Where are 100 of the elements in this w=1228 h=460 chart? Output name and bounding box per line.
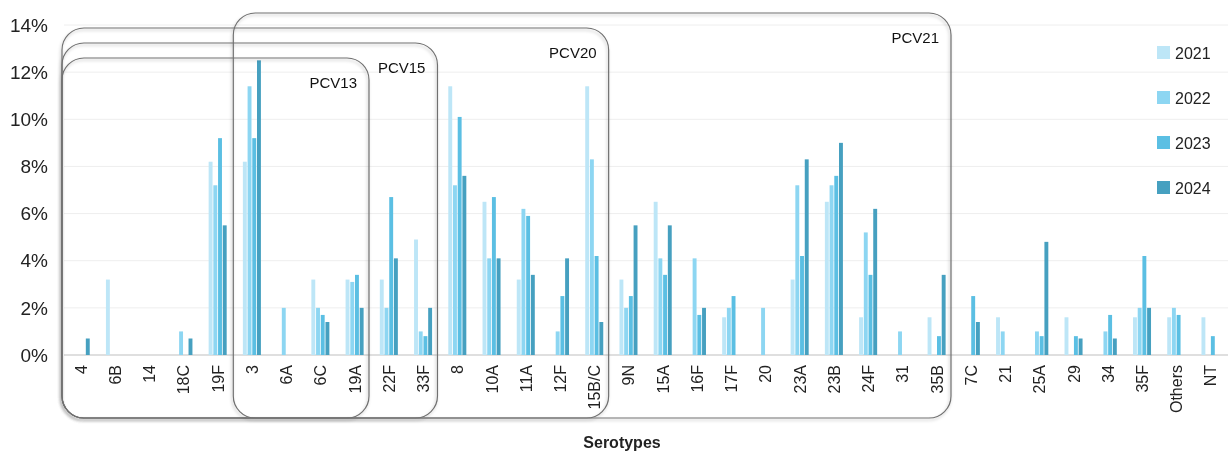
bar bbox=[873, 208, 878, 355]
bar bbox=[971, 296, 976, 355]
bar bbox=[667, 225, 672, 355]
bar bbox=[179, 331, 184, 355]
bar bbox=[702, 307, 706, 355]
bar bbox=[941, 274, 946, 355]
bar bbox=[462, 175, 467, 355]
bar bbox=[355, 274, 359, 355]
x-tick-label: Others bbox=[1168, 365, 1186, 414]
x-tick-label: 15B/C bbox=[586, 365, 604, 410]
bar bbox=[208, 161, 213, 355]
x-tick-label: 34 bbox=[1099, 364, 1117, 383]
bar bbox=[1167, 317, 1172, 355]
bar bbox=[379, 279, 384, 355]
bar bbox=[242, 161, 247, 355]
annotation: PCV20 bbox=[549, 44, 597, 61]
x-tick-label: 31 bbox=[894, 364, 912, 383]
x-tick-label: 17F bbox=[723, 364, 741, 393]
bar bbox=[423, 336, 428, 355]
x-tick-label: 8 bbox=[449, 364, 467, 374]
bar bbox=[726, 307, 731, 355]
bar bbox=[1112, 338, 1117, 355]
x-tick-label: 4 bbox=[72, 364, 90, 374]
x-tick-label: 18C bbox=[175, 365, 193, 395]
x-tick-label: 23B bbox=[825, 365, 843, 394]
x-tick-label: 35B bbox=[928, 365, 946, 394]
bar bbox=[824, 201, 829, 355]
x-tick-label: 6C bbox=[312, 365, 330, 386]
bar bbox=[697, 314, 702, 355]
bar bbox=[350, 281, 355, 355]
bar bbox=[975, 322, 980, 355]
bar bbox=[252, 138, 257, 355]
x-tick-label: NT bbox=[1202, 364, 1220, 387]
x-tick-label: 21 bbox=[997, 364, 1015, 383]
bar bbox=[585, 86, 590, 355]
bar bbox=[325, 322, 330, 355]
bar bbox=[937, 336, 941, 355]
bar bbox=[1078, 338, 1083, 355]
bar bbox=[496, 258, 501, 355]
x-tick-label: 14 bbox=[141, 364, 159, 383]
y-tick-label: 10% bbox=[9, 108, 49, 130]
x-tick-label: 3 bbox=[243, 364, 261, 374]
bar bbox=[530, 274, 535, 355]
bar bbox=[448, 86, 453, 355]
bar bbox=[594, 256, 599, 355]
bar bbox=[213, 185, 218, 355]
bar bbox=[628, 296, 633, 355]
bar bbox=[1147, 307, 1152, 355]
bar bbox=[1142, 256, 1147, 355]
bar bbox=[795, 185, 800, 355]
bar bbox=[1210, 336, 1215, 355]
bar bbox=[619, 279, 624, 355]
bar bbox=[790, 279, 795, 355]
y-tick-label: 14% bbox=[9, 14, 49, 36]
legend-label: 2022 bbox=[1175, 89, 1211, 107]
bar bbox=[898, 331, 902, 355]
bar bbox=[105, 279, 110, 355]
bar bbox=[457, 116, 462, 355]
x-tick-label: 19A bbox=[346, 364, 364, 394]
x-tick-label: 20 bbox=[757, 364, 775, 383]
x-tick-label: 33F bbox=[415, 364, 433, 393]
y-tick-label: 0% bbox=[20, 344, 49, 366]
x-tick-label: 9N bbox=[620, 365, 638, 386]
legend-label: 2024 bbox=[1175, 179, 1211, 197]
x-axis-title: Serotypes bbox=[583, 434, 661, 451]
y-tick-label: 4% bbox=[20, 250, 49, 272]
bar bbox=[1171, 307, 1176, 355]
bar bbox=[389, 197, 394, 355]
bar bbox=[428, 307, 433, 355]
bar bbox=[761, 307, 766, 355]
bar bbox=[663, 274, 668, 355]
bar bbox=[316, 307, 320, 355]
bar bbox=[1073, 336, 1078, 355]
x-tick-label: 22F bbox=[380, 364, 398, 393]
y-tick-label: 2% bbox=[20, 297, 49, 319]
bar bbox=[1137, 307, 1142, 355]
bar bbox=[560, 296, 565, 355]
bar bbox=[487, 258, 492, 355]
x-tick-label: 6A bbox=[278, 364, 296, 385]
x-tick-label: 7C bbox=[962, 365, 980, 386]
bar bbox=[85, 338, 90, 355]
bar bbox=[555, 331, 560, 355]
bar bbox=[800, 256, 804, 355]
bar bbox=[1035, 331, 1039, 355]
bar bbox=[218, 138, 222, 355]
bar bbox=[1108, 314, 1113, 355]
annotation: PCV21 bbox=[891, 29, 939, 46]
x-tick-label: 24F bbox=[860, 364, 878, 393]
legend-label: 2023 bbox=[1175, 134, 1211, 152]
annotation: PCV15 bbox=[377, 59, 426, 76]
x-tick-label: 23A bbox=[791, 364, 809, 394]
y-tick-label: 12% bbox=[9, 61, 49, 83]
bar bbox=[804, 159, 809, 355]
bar bbox=[599, 322, 604, 355]
bar bbox=[516, 279, 521, 355]
bar bbox=[589, 159, 594, 355]
bar bbox=[257, 60, 261, 355]
bar bbox=[692, 258, 697, 355]
x-tick-label: 35F bbox=[1134, 364, 1152, 393]
bar bbox=[1133, 317, 1137, 355]
